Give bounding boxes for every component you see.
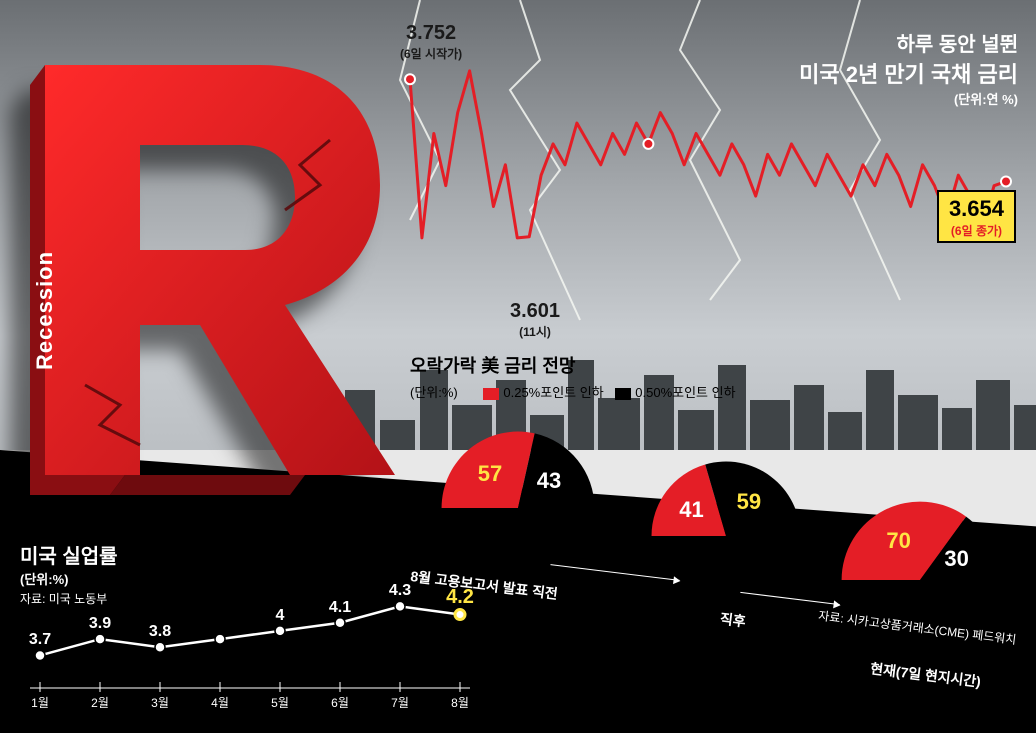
pie-2-value-1: 30 [944, 546, 968, 572]
pie-arrow-0 [550, 564, 679, 581]
pie-0-value-0: 57 [478, 461, 502, 487]
pie-row: 57438월 고용보고서 발표 직전4159직후7030현재(7일 현지시간) [410, 400, 1016, 600]
pie-2-value-0: 70 [886, 528, 910, 554]
pie-0-value-1: 43 [537, 468, 561, 494]
rate-forecast-title: 오락가락 美 금리 전망 [410, 352, 1016, 378]
unemp-value-7: 4.2 [446, 586, 474, 609]
legend-swatch-25bp [483, 388, 499, 400]
unemp-xlabel-0: 1월 [31, 694, 49, 711]
bond-end-badge: 3.654 (6일 종가) [937, 190, 1016, 243]
rate-forecast-source: 자료: 시카고상품거래소(CME) 페드워치 [817, 607, 1017, 648]
pie-0: 57438월 고용보고서 발표 직전 [440, 430, 596, 508]
unemp-xlabel-1: 2월 [91, 694, 109, 711]
unemployment-section: 미국 실업률 (단위:%) 자료: 미국 노동부 3.71월3.92월3.83월… [20, 540, 500, 720]
recession-text: Recession [32, 251, 58, 370]
unemp-xlabel-6: 7월 [391, 694, 409, 711]
pie-arrow-1 [740, 592, 839, 605]
bond-chart-title: 하루 동안 널뛴 미국 2년 만기 국채 금리 (단위:연 %) [799, 28, 1018, 108]
pie-1-value-0: 41 [679, 497, 703, 523]
unemp-value-0: 3.7 [29, 631, 51, 649]
unemp-xlabel-3: 4월 [211, 694, 229, 711]
bond-title-line1: 하루 동안 널뛴 [799, 28, 1018, 57]
pie-1-value-1: 59 [737, 489, 761, 515]
unemp-xlabel-2: 3월 [151, 694, 169, 711]
pie-2: 7030현재(7일 현지시간) [840, 500, 1000, 580]
bond-title-line2: 미국 2년 만기 국채 금리 [799, 57, 1018, 89]
bond-low-label: 3.601 (11시) [510, 300, 560, 340]
rate-forecast-section: 오락가락 美 금리 전망 (단위:%) 0.25%포인트 인하 0.50%포인트… [410, 352, 1016, 642]
legend-swatch-50bp [615, 388, 631, 400]
pie-1-caption: 직후 [719, 609, 747, 632]
unemp-value-6: 4.3 [389, 582, 411, 600]
unemp-value-5: 4.1 [329, 599, 351, 617]
unemp-value-2: 3.8 [149, 623, 171, 641]
pie-1: 4159직후 [650, 460, 802, 536]
unemp-xlabel-4: 5월 [271, 694, 289, 711]
bond-start-label: 3.752 (6일 시작가) [400, 22, 462, 62]
unemp-value-1: 3.9 [89, 615, 111, 633]
unemp-xlabel-5: 6월 [331, 694, 349, 711]
bond-title-unit: (단위:연 %) [799, 89, 1018, 108]
unemp-value-4: 4 [276, 607, 285, 625]
unemployment-line-chart: 3.7 1월 3.9 2월 3.8 3월 4월 4 5월 4.1 6월 4.3 7월 4.2 8월 [20, 570, 500, 720]
rate-forecast-legend: (단위:%) 0.25%포인트 인하 0.50%포인트 인하 [410, 382, 1016, 401]
unemployment-title: 미국 실업률 [20, 540, 500, 569]
unemp-xlabel-7: 8월 [451, 694, 469, 711]
